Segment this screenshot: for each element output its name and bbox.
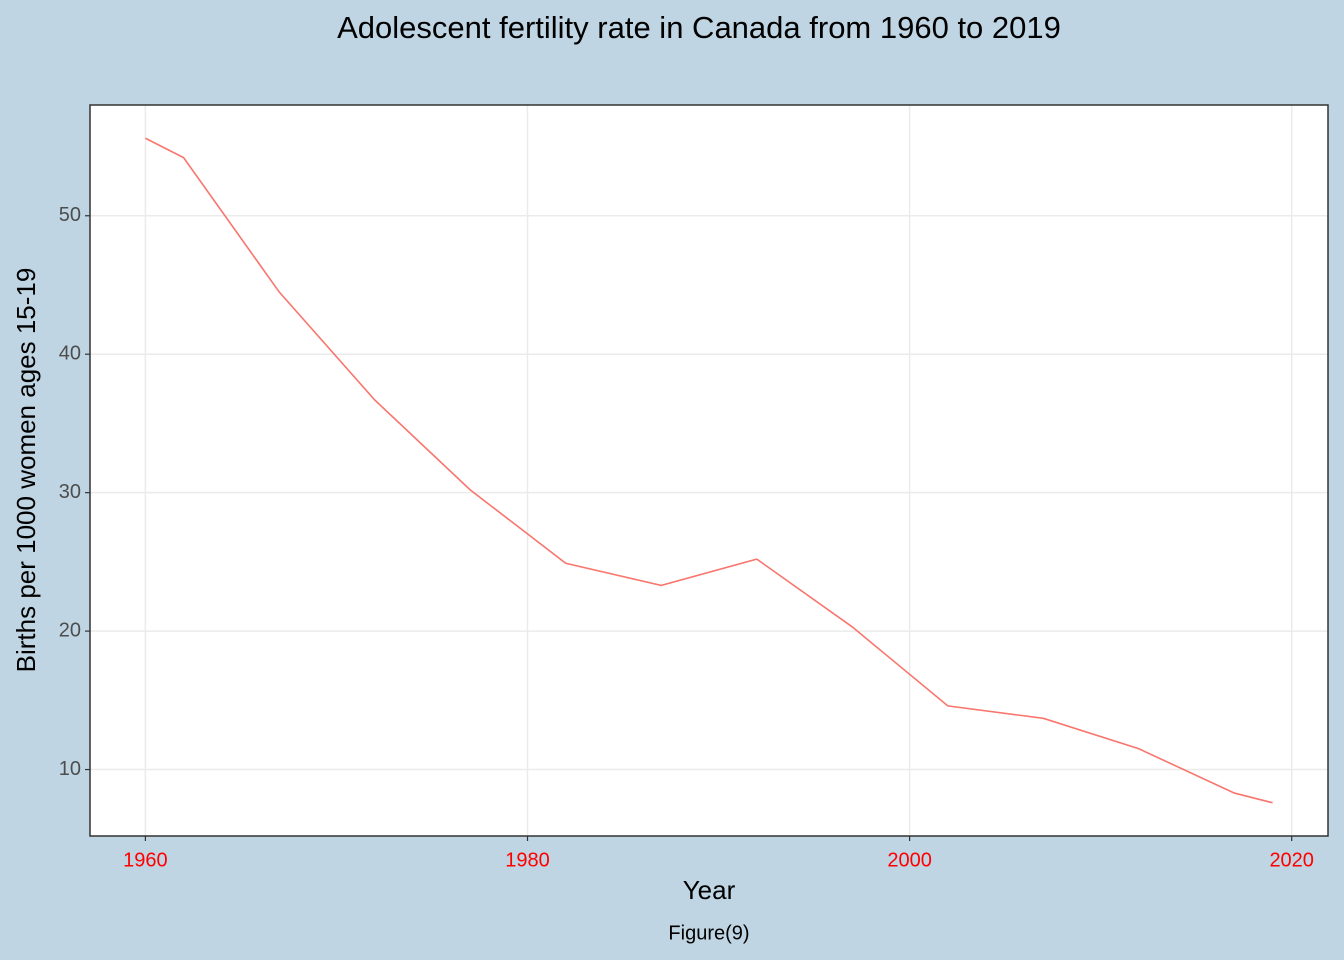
caption: Figure(9) [668,922,749,944]
y-tick-label: 30 [59,481,81,503]
line [145,137,1273,804]
panel-border [89,104,1329,837]
x-axis-title: Year [683,875,736,905]
x-tick-label: 2020 [1269,849,1314,871]
x-tick-label: 1960 [123,849,168,871]
y-tick-label: 20 [59,619,81,641]
y-tick-label: 50 [59,204,81,226]
y-axis-title: Births per 1000 women ages 15-19 [11,268,41,673]
grid [90,105,1328,836]
y-tick-label: 40 [59,342,81,364]
x-tick-label: 1980 [505,849,550,871]
marks [145,137,1273,804]
plot-panel [90,105,1328,836]
chart-title: Adolescent fertility rate in Canada from… [337,10,1061,45]
y-tick-label: 10 [59,758,81,780]
x-tick-label: 2000 [887,849,932,871]
